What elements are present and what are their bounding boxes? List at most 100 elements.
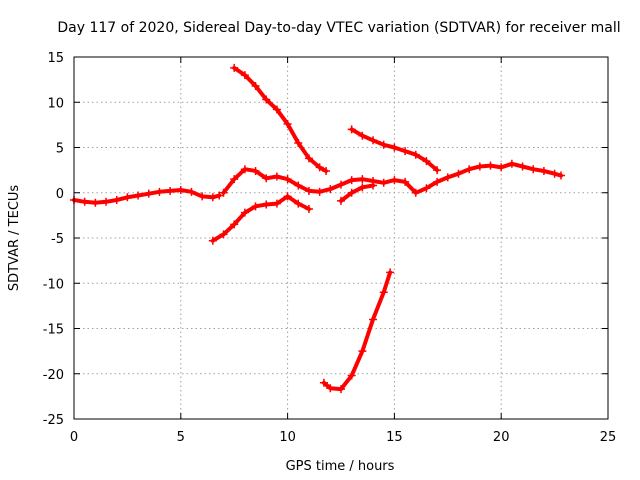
data-point (283, 119, 292, 128)
data-point (358, 131, 367, 140)
data-point (390, 176, 399, 185)
data-point (369, 315, 378, 324)
data-point (251, 167, 260, 176)
y-tick-label: 10 (47, 96, 64, 111)
data-point (80, 197, 89, 206)
series-arc-3 (230, 63, 331, 176)
data-point (272, 172, 281, 181)
data-point (262, 200, 271, 209)
data-point (486, 161, 495, 170)
data-point (230, 220, 239, 229)
data-point (215, 191, 224, 200)
data-point (411, 150, 420, 159)
data-point (358, 347, 367, 356)
data-point (337, 180, 345, 189)
data-point (144, 189, 153, 198)
grid-lines (74, 57, 608, 419)
data-point (315, 187, 324, 196)
data-point (390, 143, 399, 152)
data-point (134, 191, 143, 200)
series-arc-4 (208, 192, 313, 245)
data-point (319, 378, 328, 387)
data-point (507, 159, 516, 168)
data-point (272, 105, 281, 114)
y-tick-label: -20 (43, 368, 64, 383)
chart-title: Day 117 of 2020, Sidereal Day-to-day VTE… (57, 20, 620, 36)
data-point (465, 165, 474, 174)
data-point (433, 166, 442, 175)
data-point (294, 181, 303, 190)
data-point (454, 169, 463, 178)
data-point (422, 157, 431, 166)
y-tick-label: 0 (56, 187, 64, 202)
y-axis-ticks: -25 -20 -15 -10 -5 0 5 10 15 (43, 51, 608, 428)
data-series (70, 63, 566, 394)
data-point (166, 186, 175, 195)
series-line (339, 183, 375, 203)
data-point (497, 163, 506, 172)
data-point (219, 188, 228, 197)
series-arc-6 (319, 268, 395, 394)
data-point (240, 71, 249, 80)
y-tick-label: 5 (56, 142, 64, 157)
data-point (386, 268, 395, 277)
data-point (358, 183, 367, 192)
data-point (369, 181, 378, 190)
y-tick-label: -5 (51, 232, 64, 247)
series-line (221, 161, 563, 195)
x-tick-label: 10 (279, 430, 296, 445)
data-point (379, 140, 388, 149)
data-point (262, 174, 271, 183)
series-arc-5 (347, 125, 442, 175)
data-point (347, 371, 356, 380)
data-point (550, 169, 559, 178)
data-point (475, 162, 484, 171)
data-point (102, 197, 111, 206)
data-point (443, 173, 452, 182)
data-point (283, 192, 292, 201)
data-point (401, 177, 410, 186)
data-point (294, 199, 303, 208)
data-point (251, 202, 260, 211)
x-tick-label: 0 (70, 430, 78, 445)
data-point (187, 187, 196, 196)
data-point (112, 195, 121, 204)
data-point (337, 196, 345, 205)
data-point (358, 175, 367, 184)
data-point (433, 177, 442, 186)
data-point (230, 175, 239, 184)
data-point (240, 208, 249, 217)
data-point (347, 125, 356, 134)
data-point (401, 147, 410, 156)
data-point (262, 95, 271, 104)
y-axis-label: SDTVAR / TECUs (7, 185, 22, 292)
data-point (208, 193, 217, 202)
data-point (304, 205, 313, 214)
data-point (251, 81, 260, 90)
data-point (240, 165, 249, 174)
x-axis-label: GPS time / hours (286, 459, 395, 474)
data-point (369, 136, 378, 145)
series-line (321, 270, 393, 392)
data-point (176, 186, 185, 195)
data-point (557, 171, 566, 180)
series-arc-2 (219, 159, 566, 197)
data-point (219, 230, 228, 239)
series-arc-7 (337, 181, 378, 205)
series-line (210, 194, 311, 243)
data-point (322, 167, 331, 176)
data-point (337, 385, 345, 394)
data-point (529, 165, 538, 174)
data-point (326, 185, 335, 194)
x-axis-ticks: 0 5 10 15 20 25 (70, 57, 616, 445)
data-point (123, 193, 132, 202)
data-point (208, 236, 217, 245)
data-point (347, 176, 356, 185)
data-point (315, 163, 324, 172)
x-tick-label: 25 (600, 430, 617, 445)
data-point (422, 184, 431, 193)
data-point (304, 186, 313, 195)
data-point (283, 175, 292, 184)
data-point (304, 154, 313, 163)
series-line (232, 65, 328, 173)
